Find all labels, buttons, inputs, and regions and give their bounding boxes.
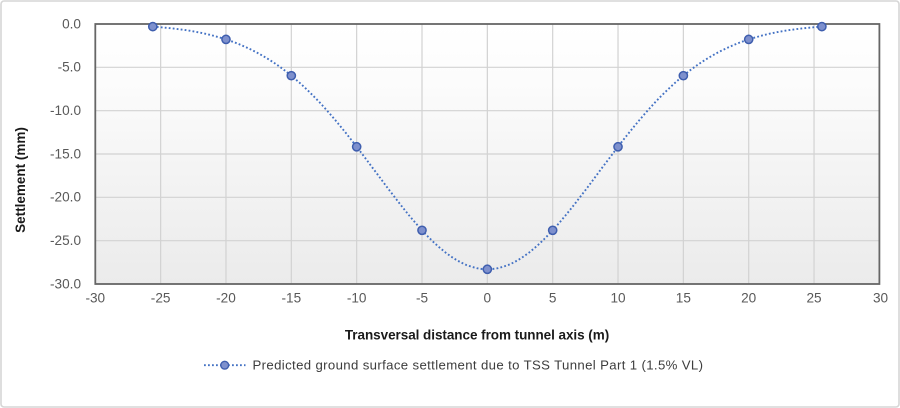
svg-text:-15: -15 xyxy=(281,291,301,306)
svg-text:-20.0: -20.0 xyxy=(50,190,81,205)
svg-text:-10: -10 xyxy=(347,291,367,306)
svg-text:-25.0: -25.0 xyxy=(50,233,81,248)
svg-text:Settlement (mm): Settlement (mm) xyxy=(13,127,28,233)
svg-text:-20: -20 xyxy=(216,291,236,306)
svg-text:Predicted ground surface settl: Predicted ground surface settlement due … xyxy=(253,357,704,372)
svg-text:10: 10 xyxy=(610,291,626,306)
svg-text:-15.0: -15.0 xyxy=(50,146,81,161)
svg-text:-5: -5 xyxy=(416,291,428,306)
svg-text:0: 0 xyxy=(484,291,492,306)
svg-text:30: 30 xyxy=(873,291,889,306)
svg-text:25: 25 xyxy=(806,291,821,306)
svg-text:-25: -25 xyxy=(151,291,171,306)
svg-text:5: 5 xyxy=(549,291,557,306)
svg-text:0.0: 0.0 xyxy=(62,16,81,31)
svg-text:20: 20 xyxy=(741,291,757,306)
svg-text:-5.0: -5.0 xyxy=(58,60,82,75)
svg-text:Transversal distance from tunn: Transversal distance from tunnel axis (m… xyxy=(345,328,609,343)
svg-text:-10.0: -10.0 xyxy=(50,103,81,118)
svg-text:-30: -30 xyxy=(85,291,105,306)
svg-text:-30.0: -30.0 xyxy=(50,276,81,291)
svg-text:15: 15 xyxy=(676,291,691,306)
